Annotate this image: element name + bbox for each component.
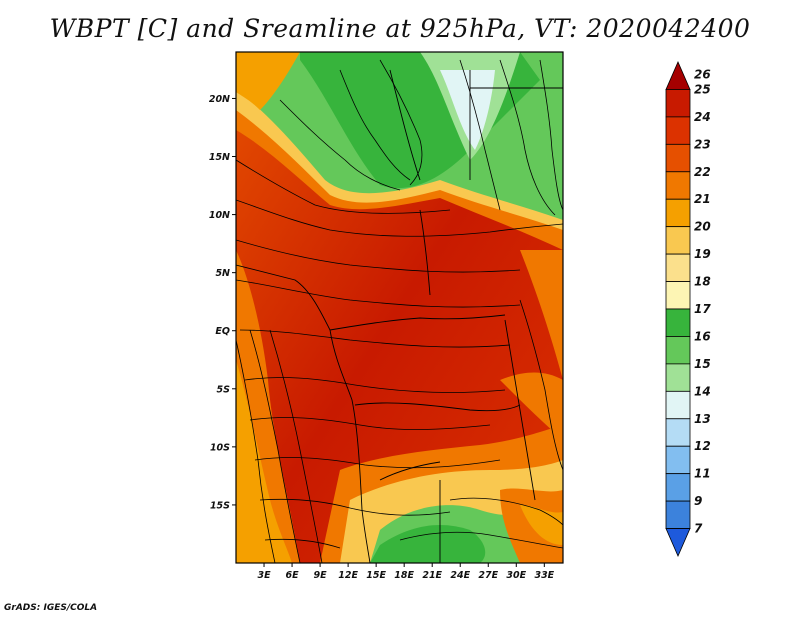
colorbar-label: 11 <box>694 467 711 481</box>
map-frame <box>235 51 564 564</box>
lon-tick-label: 30E <box>506 570 526 581</box>
streamline <box>249 417 491 430</box>
colorbar-swatch <box>665 500 691 529</box>
streamline <box>236 199 563 237</box>
country-boundaries <box>236 69 563 563</box>
streamline <box>254 457 501 469</box>
colorbar-label: 26 <box>694 67 711 81</box>
colorbar-label: 14 <box>694 384 711 398</box>
boundary-line <box>419 209 431 296</box>
colorbar-swatch <box>665 171 691 200</box>
longitude-axis: 3E 6E 9E 12E 15E 18E 21E 24E 27E 30E 33E <box>257 563 555 581</box>
streamline <box>279 99 401 191</box>
streamline <box>399 531 563 549</box>
colorbar-swatch <box>665 89 691 118</box>
streamline <box>244 377 506 393</box>
colorbar-swatch <box>665 445 691 475</box>
streamline <box>459 59 501 211</box>
colorbar-swatch <box>665 473 691 502</box>
streamline <box>236 239 521 273</box>
streamline <box>249 329 301 563</box>
boundary-line <box>504 319 536 501</box>
colorbar-swatch <box>665 363 691 392</box>
grads-credit: GrADS: IGES/COLA <box>4 603 98 613</box>
colorbar-label: 13 <box>694 412 711 426</box>
lat-tick-label: 15N <box>209 152 230 163</box>
colorbar-label: 12 <box>694 439 711 453</box>
colorbar-label: 21 <box>694 192 711 206</box>
colorbar-label: 24 <box>694 110 711 124</box>
streamline <box>236 159 451 214</box>
colorbar-swatch <box>665 253 691 282</box>
colorbar-label: 20 <box>694 220 711 234</box>
lat-tick-label: EQ <box>215 326 230 337</box>
field-band-northwest-amber <box>236 52 300 110</box>
lon-tick-label: 33E <box>534 570 554 581</box>
boundary-line <box>354 402 521 412</box>
temperature-field <box>236 52 563 563</box>
colorbar-swatch <box>665 198 691 228</box>
field-band-east-lakes <box>500 372 563 440</box>
boundary-line <box>329 314 506 331</box>
lon-tick-label: 9E <box>314 570 328 581</box>
streamline <box>339 69 411 181</box>
boundary-line <box>389 69 421 181</box>
colorbar-label: 25 <box>694 82 711 96</box>
lat-tick-label: 10N <box>209 210 230 221</box>
coastline <box>236 264 371 563</box>
streamline <box>449 497 563 526</box>
streamline <box>539 59 563 211</box>
colorbar-swatch <box>665 308 691 337</box>
lat-tick-label: 20N <box>209 94 230 105</box>
colorbar-label: 19 <box>694 247 711 261</box>
lon-tick-label: 15E <box>366 570 386 581</box>
streamline <box>264 538 341 549</box>
colorbar-label: 23 <box>694 137 711 151</box>
colorbar-swatch <box>665 226 691 255</box>
colorbar-swatch <box>665 143 691 173</box>
colorbar-label: 15 <box>694 357 711 371</box>
streamline <box>236 339 276 563</box>
colorbar-label: 22 <box>694 165 711 179</box>
lon-tick-label: 3E <box>257 570 271 581</box>
streamline <box>259 498 451 516</box>
colorbar-label: 7 <box>694 522 703 536</box>
lon-tick-label: 18E <box>394 570 414 581</box>
latitude-axis: 20N 15N 10N 5N EQ 5S 10S 15S <box>209 94 236 511</box>
lat-tick-label: 10S <box>210 442 230 453</box>
streamline <box>269 329 323 563</box>
field-band-west-amber <box>236 360 292 563</box>
colorbar-swatch <box>665 390 691 420</box>
field-band-south-darkgreen <box>370 525 486 563</box>
colorbar-swatch <box>665 418 691 447</box>
streamline <box>236 279 521 308</box>
colorbar-swatch <box>665 336 691 365</box>
streamline <box>519 299 563 471</box>
streamline <box>499 59 556 216</box>
lat-tick-label: 5N <box>215 268 230 279</box>
colorbar-swatch <box>665 116 691 145</box>
lon-tick-label: 12E <box>338 570 358 581</box>
colorbar-label: 18 <box>694 275 711 289</box>
field-band-east-orange <box>520 250 563 380</box>
colorbar-swatch <box>665 61 691 90</box>
lat-tick-label: 15S <box>210 500 230 511</box>
colorbar-swatch <box>665 528 691 557</box>
colorbar-swatch <box>665 281 691 310</box>
colorbar-label: 16 <box>694 329 711 343</box>
field-band-north-pale <box>440 70 495 150</box>
lon-tick-label: 21E <box>422 570 442 581</box>
boundary-line <box>379 461 441 481</box>
streamline <box>239 329 511 348</box>
lon-tick-label: 24E <box>450 570 470 581</box>
colorbar-label: 9 <box>694 494 702 508</box>
field-band-southeast-amber <box>520 505 563 545</box>
lon-tick-label: 27E <box>478 570 498 581</box>
map-title: WBPT [C] and Sreamline at 925hPa, VT: 20… <box>49 14 751 43</box>
colorbar-label: 17 <box>694 302 711 316</box>
lat-tick-label: 5S <box>217 384 231 395</box>
lon-tick-label: 6E <box>286 570 300 581</box>
